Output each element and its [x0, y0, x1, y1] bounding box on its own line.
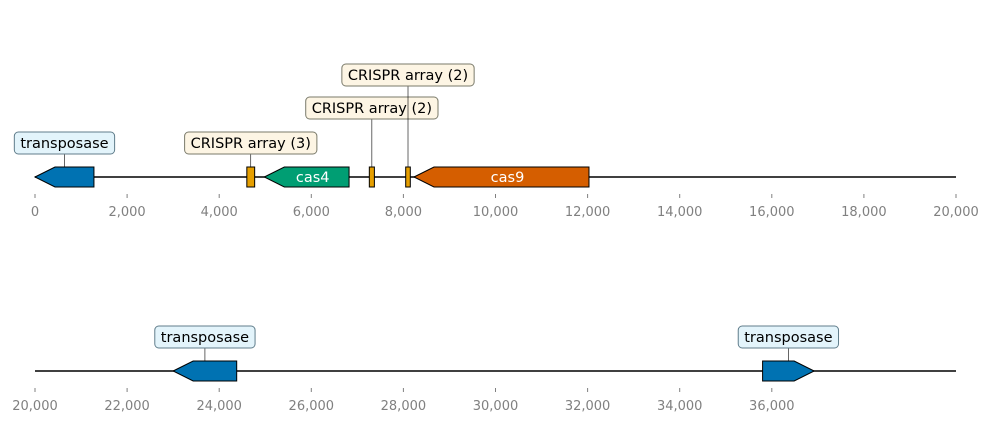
feature-transposase-3[interactable]	[762, 360, 816, 382]
annotation-box	[737, 325, 840, 349]
axis-tick-label: 28,000	[381, 399, 427, 414]
axis-tick-label: 30,000	[473, 399, 519, 414]
axis-tick-label: 18,000	[841, 205, 887, 220]
annotation-box	[154, 325, 256, 349]
axis-tick-label: 26,000	[289, 399, 335, 414]
annotation-box	[305, 96, 439, 120]
axis-tick-label: 32,000	[565, 399, 611, 414]
track-1: 0 2,000 4,000 6,000 8,000 10,000 12,000 14,000 1…	[13, 63, 979, 220]
axis-tick-label: 0	[31, 205, 39, 220]
feature-label-cas4: cas4	[296, 170, 330, 186]
feature-crispr-array-2[interactable]	[368, 166, 375, 188]
annotation-box	[184, 131, 318, 155]
annotation-label-crispr-array-2: CRISPR array (2)	[312, 101, 432, 117]
axis-tick-label: 4,000	[201, 205, 238, 220]
axis-tick-label: 12,000	[565, 205, 611, 220]
annotation-label-transposase-2: transposase	[161, 330, 249, 346]
annotation-box	[341, 63, 475, 87]
axis-tick-label: 20,000	[12, 399, 58, 414]
axis-tick-label: 6,000	[293, 205, 330, 220]
axis-tick-label: 22,000	[104, 399, 150, 414]
annotation-label-crispr-array-3: CRISPR array (2)	[348, 68, 468, 84]
annotation-label-transposase-3: transposase	[744, 330, 832, 346]
axis-tick-label: 8,000	[385, 205, 422, 220]
annotation-label-transposase-1: transposase	[20, 136, 108, 152]
axis-tick-label: 10,000	[473, 205, 519, 220]
axis-tick-label: 20,000	[933, 205, 979, 220]
feature-cas9[interactable]	[412, 166, 590, 188]
feature-crispr-array-1[interactable]	[246, 166, 256, 188]
track-2: 20,000 22,000 24,000 26,000 28,000 30,000 32,0…	[12, 325, 956, 414]
feature-cas4[interactable]	[263, 166, 350, 188]
axis-tick-label: 24,000	[196, 399, 242, 414]
feature-transposase-1[interactable]	[33, 166, 95, 188]
feature-crispr-array-3[interactable]	[405, 166, 411, 188]
axis-tick-label: 14,000	[657, 205, 703, 220]
axis-tick-label: 2,000	[108, 205, 145, 220]
axis-tick-label: 34,000	[657, 399, 703, 414]
annotation-label-crispr-array-1: CRISPR array (3)	[191, 136, 311, 152]
feature-label-cas9: cas9	[491, 170, 525, 186]
feature-transposase-2[interactable]	[172, 360, 238, 382]
annotation-box	[13, 131, 116, 155]
axis-tick-label: 36,000	[749, 399, 795, 414]
axis-tick-label: 16,000	[749, 205, 795, 220]
